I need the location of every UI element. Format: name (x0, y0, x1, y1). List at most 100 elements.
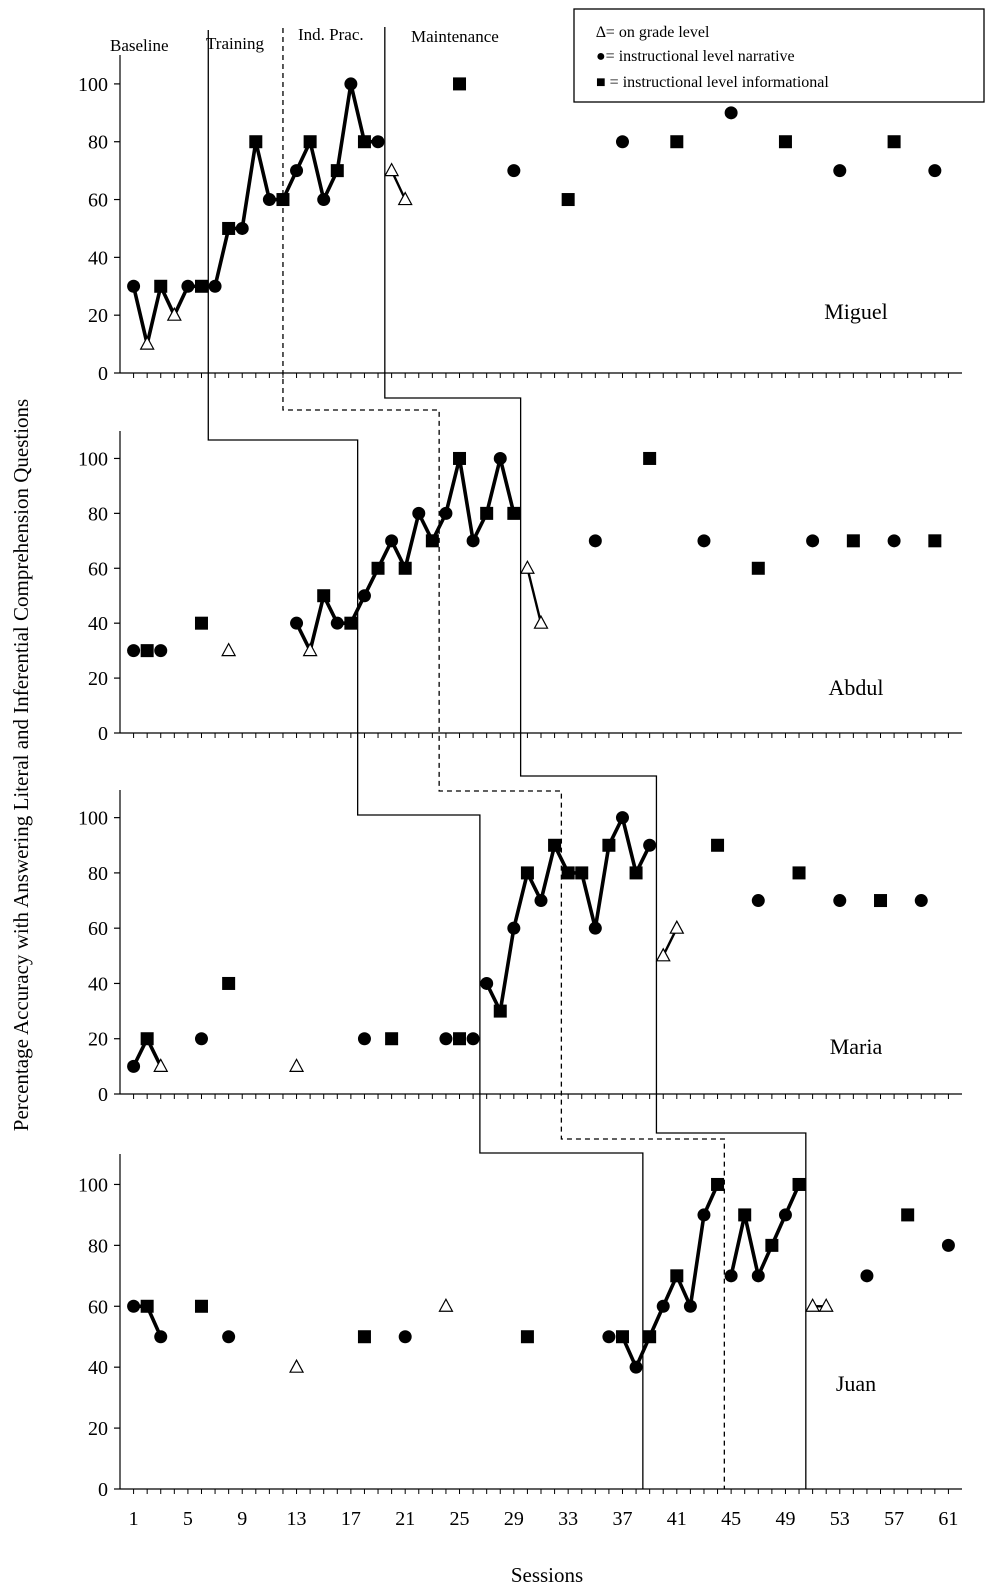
data-point-narrative (330, 616, 344, 630)
x-tick-label: 53 (830, 1508, 850, 1530)
data-point-narrative (615, 811, 629, 825)
data-point-narrative (344, 77, 358, 91)
phase-label-maintenance: Maintenance (411, 27, 499, 46)
data-path-segment (485, 815, 652, 1013)
data-point-narrative (154, 1330, 168, 1344)
data-point-informational (792, 866, 806, 880)
data-point-grade-level (655, 947, 671, 962)
x-tick-label: 57 (884, 1508, 904, 1530)
data-point-narrative (154, 644, 168, 658)
data-point-narrative (127, 1299, 141, 1313)
data-point-narrative (127, 1059, 141, 1073)
data-point-narrative (127, 279, 141, 293)
data-point-narrative (643, 838, 657, 852)
data-point-narrative (751, 894, 765, 908)
y-axis-title: Percentage Accuracy with Answering Liter… (9, 399, 33, 1131)
data-point-narrative (480, 976, 494, 990)
participant-name-abdul: Abdul (829, 675, 884, 700)
data-point-narrative (615, 135, 629, 149)
data-point-narrative (833, 894, 847, 908)
data-path-segment (294, 456, 516, 653)
panels-layer: 0 20 40 60 80 100 Miguel 0 20 40 60 80 100 Abdul 0 20 40… (78, 55, 962, 1530)
y-tick-label: 100 (78, 808, 108, 830)
data-point-informational (751, 561, 765, 575)
data-point-narrative (262, 193, 276, 207)
data-point-informational (453, 77, 467, 91)
data-point-informational (548, 838, 562, 852)
data-point-narrative (439, 506, 453, 520)
phase-label-training: Training (206, 34, 264, 53)
participant-name-maria: Maria (830, 1034, 883, 1059)
data-point-narrative (724, 106, 738, 120)
data-point-informational (453, 1032, 467, 1046)
data-point-informational (194, 1299, 208, 1313)
data-point-informational (561, 866, 575, 880)
data-point-informational (194, 616, 208, 630)
data-point-grade-level (221, 642, 237, 657)
data-point-narrative (860, 1269, 874, 1283)
y-tick-label: 100 (78, 74, 108, 96)
data-point-informational (330, 164, 344, 178)
data-point-grade-level (669, 919, 685, 934)
data-point-informational (398, 561, 412, 575)
phase-labels: Baseline Training Ind. Prac. Maintenance (110, 25, 499, 55)
data-point-informational (874, 894, 888, 908)
data-point-narrative (181, 279, 195, 293)
data-point-informational (711, 1177, 725, 1191)
data-point-grade-level (289, 1058, 305, 1072)
x-tick-label: 17 (341, 1508, 361, 1530)
y-tick-label: 20 (88, 668, 108, 690)
data-point-informational (140, 644, 154, 658)
y-tick-label: 80 (88, 503, 108, 525)
data-point-narrative (751, 1269, 765, 1283)
data-point-informational (140, 1299, 154, 1313)
legend-entry-narrative: ●= instructional level narrative (596, 48, 795, 65)
y-tick-label: 40 (88, 613, 108, 635)
participant-name-miguel: Miguel (824, 299, 888, 324)
x-tick-label: 49 (775, 1508, 795, 1530)
data-point-informational (792, 1177, 806, 1191)
data-point-informational (317, 589, 331, 603)
data-point-narrative (222, 1330, 236, 1344)
data-point-informational (222, 976, 236, 990)
y-tick-label: 0 (98, 363, 108, 385)
data-point-informational (846, 534, 860, 548)
data-point-narrative (588, 921, 602, 935)
data-point-informational (371, 561, 385, 575)
legend-box (573, 8, 985, 103)
data-point-informational (453, 451, 467, 465)
data-point-narrative (398, 1330, 412, 1344)
data-point-narrative (317, 193, 331, 207)
data-point-narrative (928, 164, 942, 178)
data-point-narrative (656, 1299, 670, 1313)
data-point-informational (602, 838, 616, 852)
data-point-narrative (683, 1299, 697, 1313)
data-point-narrative (914, 894, 928, 908)
data-point-informational (507, 506, 521, 520)
x-tick-label: 13 (287, 1508, 307, 1530)
panel-maria: 0 20 40 60 80 100 Maria (78, 790, 962, 1106)
data-point-narrative (602, 1330, 616, 1344)
data-point-narrative (466, 1032, 480, 1046)
data-point-informational (493, 1004, 507, 1018)
data-point-narrative (208, 279, 222, 293)
data-point-informational (357, 135, 371, 149)
y-tick-label: 20 (88, 305, 108, 327)
data-point-informational (194, 279, 208, 293)
phase-change-lines (207, 27, 807, 1489)
y-tick-label: 0 (98, 1084, 108, 1106)
data-point-grade-level (384, 162, 400, 177)
data-point-grade-level (818, 1298, 834, 1312)
x-tick-label: 33 (558, 1508, 578, 1530)
data-point-narrative (507, 164, 521, 178)
data-point-informational (561, 193, 575, 207)
data-point-informational (670, 1269, 684, 1283)
x-tick-label: 37 (612, 1508, 632, 1530)
phase-line-maintenance (384, 27, 807, 1489)
x-tick-label: 45 (721, 1508, 741, 1530)
legend: ∆= on grade level ●= instructional level… (573, 8, 985, 103)
data-point-narrative (588, 534, 602, 548)
data-point-narrative (194, 1032, 208, 1046)
x-tick-label: 61 (938, 1508, 958, 1530)
